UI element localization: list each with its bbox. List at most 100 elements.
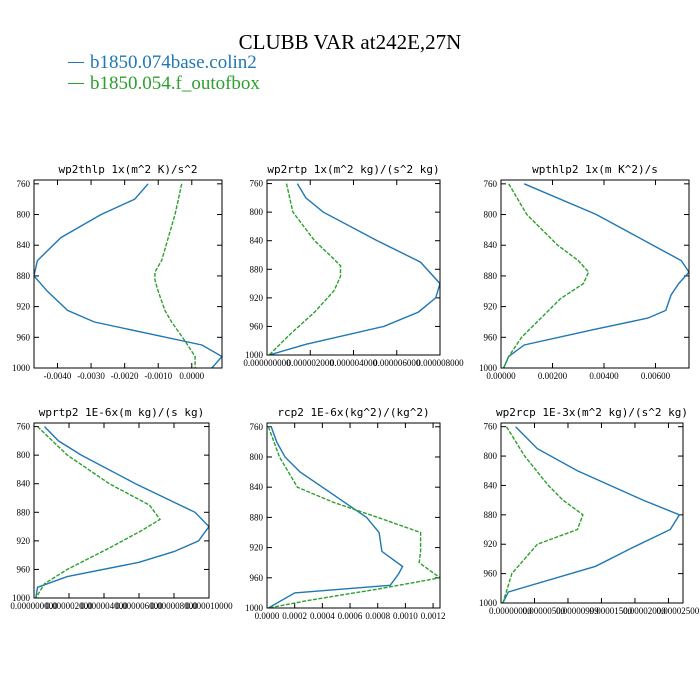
x-tick-label: 0.000008000: [150, 601, 198, 611]
y-tick-label: 840: [484, 480, 498, 490]
x-tick-label: 0.00000999: [556, 606, 599, 616]
series-line-2: [268, 183, 342, 355]
panel-2: wp2rtp 1x(m^2 kg)/(s^2 kg)760 800 840 880 92…: [243, 163, 464, 368]
panel-frame: [500, 179, 690, 369]
y-tick-label: 760: [17, 422, 31, 432]
y-tick-label: 880: [484, 271, 498, 281]
x-tick-label: 0.000006000: [373, 358, 421, 368]
y-tick-label: 880: [17, 271, 31, 281]
legend-item-series2: b1850.054.f_outofbox: [68, 73, 260, 94]
y-tick-label: 840: [484, 240, 498, 250]
y-tick-label: 960: [250, 321, 264, 331]
x-tick-label: 0.000004000: [330, 358, 378, 368]
panel-title: wp2rcp 1E-3x(m^2 kg)/(s^2 kg): [496, 406, 688, 419]
y-tick-label: 800: [17, 450, 31, 460]
y-tick-label: 840: [17, 240, 31, 250]
y-tick-label: 1000: [245, 350, 264, 360]
x-tick-label: -0.0020: [111, 371, 139, 381]
panel-frame: [33, 422, 210, 599]
panel-frame: [266, 422, 441, 609]
y-tick-label: 1000: [12, 593, 31, 603]
y-tick-label: 840: [250, 236, 264, 246]
y-tick-label: 920: [250, 543, 264, 553]
series-line-2: [35, 426, 162, 598]
y-tick-label: 880: [17, 507, 31, 517]
series-line-1: [502, 183, 689, 368]
x-tick-label: 0.00002000: [623, 606, 666, 616]
y-tick-label: 960: [484, 569, 498, 579]
x-tick-label: -0.0030: [77, 371, 105, 381]
x-tick-label: 0.000000000: [243, 358, 291, 368]
x-tick-label: 0.00002500: [656, 606, 699, 616]
panel-frame: [33, 179, 223, 369]
panel-title: wprtp2 1E-6x(m kg)/(s kg): [39, 406, 205, 419]
y-tick-label: 760: [484, 422, 498, 432]
x-tick-label: -0.0040: [44, 371, 72, 381]
y-tick-label: 800: [250, 207, 264, 217]
legend-label-series2: b1850.054.f_outofbox: [90, 73, 260, 94]
legend-item-series1: b1850.074base.colin2: [68, 52, 260, 73]
y-tick-label: 760: [250, 422, 264, 432]
y-tick-label: 880: [250, 512, 264, 522]
x-tick-label: 0.0008: [365, 611, 390, 621]
panel-title: rcp2 1E-6x(kg^2)/(kg^2): [277, 406, 429, 419]
y-tick-label: 840: [250, 482, 264, 492]
series-line-1: [34, 183, 222, 368]
y-tick-label: 760: [484, 179, 498, 189]
y-tick-label: 800: [484, 451, 498, 461]
y-tick-label: 920: [17, 302, 31, 312]
panel-frame: [266, 179, 441, 356]
x-tick-label: 0.00000000: [489, 606, 532, 616]
y-tick-label: 960: [17, 332, 31, 342]
x-tick-label: 0.0002: [282, 611, 307, 621]
series-line-2: [502, 183, 590, 368]
x-tick-label: 0.00200: [538, 371, 568, 381]
y-tick-label: 1000: [12, 363, 31, 373]
x-tick-label: 0.0000: [255, 611, 280, 621]
x-tick-label: 0.000004000: [80, 601, 128, 611]
x-tick-label: 0.0000: [179, 371, 204, 381]
panel-title: wpthlp2 1x(m K^2)/s: [532, 163, 658, 176]
legend-swatch-series2: [68, 83, 84, 85]
figure-title: CLUBB VAR at242E,27N: [238, 30, 462, 54]
x-tick-label: 0.0010: [393, 611, 418, 621]
y-tick-label: 880: [484, 510, 498, 520]
series-line-1: [268, 426, 404, 608]
series-line-2: [267, 426, 440, 608]
x-tick-label: -0.0010: [144, 371, 172, 381]
x-tick-label: 0.00600: [641, 371, 671, 381]
panel-title: wp2rtp 1x(m^2 kg)/(s^2 kg): [267, 163, 439, 176]
series-line-2: [154, 183, 196, 368]
y-tick-label: 1000: [245, 603, 264, 613]
x-tick-label: 0.0006: [338, 611, 363, 621]
y-tick-label: 800: [250, 452, 264, 462]
x-tick-label: 0.000002000: [287, 358, 335, 368]
panel-1: wp2thlp 1x(m^2 K)/s^2 760 800 840 880 920 960 1…: [12, 163, 223, 381]
y-tick-label: 880: [250, 264, 264, 274]
y-tick-label: 920: [17, 536, 31, 546]
y-tick-label: 800: [17, 210, 31, 220]
panel-5: rcp2 1E-6x(kg^2)/(kg^2) 760 800 840 880 920 96…: [245, 406, 445, 621]
y-tick-label: 800: [484, 210, 498, 220]
legend: b1850.074base.colin2 b1850.054.f_outofbo…: [68, 52, 260, 94]
series-line-2: [502, 426, 584, 603]
x-tick-label: 0.00000: [486, 371, 516, 381]
x-tick-label: 0.00001500: [589, 606, 632, 616]
x-tick-label: 0.0004: [310, 611, 335, 621]
series-line-1: [35, 426, 209, 598]
x-tick-label: 0.000002000: [45, 601, 93, 611]
legend-swatch-series1: [68, 62, 84, 64]
x-tick-label: 0.000000000: [10, 601, 58, 611]
y-tick-label: 840: [17, 479, 31, 489]
y-tick-label: 920: [484, 539, 498, 549]
y-tick-label: 760: [250, 179, 264, 189]
y-tick-label: 960: [17, 564, 31, 574]
y-tick-label: 1000: [479, 363, 498, 373]
x-tick-label: 0.0012: [421, 611, 446, 621]
y-tick-label: 1000: [479, 598, 498, 608]
panel-frame: [500, 422, 684, 604]
y-tick-label: 920: [484, 302, 498, 312]
y-tick-label: 960: [250, 573, 264, 583]
